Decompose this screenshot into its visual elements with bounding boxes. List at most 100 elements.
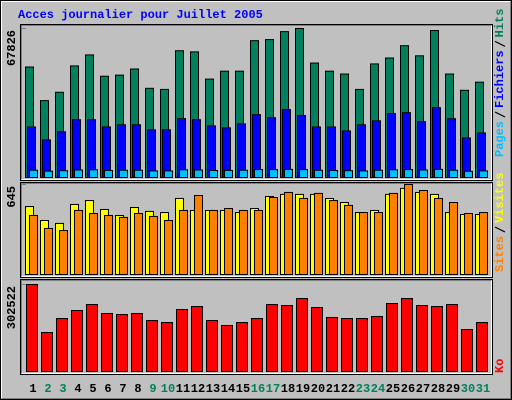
bar xyxy=(207,125,216,178)
bar xyxy=(194,169,203,178)
bar xyxy=(254,209,263,275)
bar xyxy=(371,315,383,372)
bar xyxy=(402,112,411,178)
x-tick-label: 18 xyxy=(281,382,295,396)
x-tick-label: 10 xyxy=(161,382,175,396)
legend-label: Visites xyxy=(493,173,507,223)
bar xyxy=(314,192,323,276)
bar xyxy=(179,169,188,178)
bar xyxy=(359,212,368,275)
bar xyxy=(374,212,383,275)
bar xyxy=(89,213,98,275)
bar xyxy=(72,119,81,178)
bar xyxy=(209,169,218,178)
x-tick-label: 8 xyxy=(134,382,141,396)
bar xyxy=(149,215,158,276)
bar xyxy=(389,169,398,178)
x-tick-label: 1 xyxy=(29,382,36,396)
bar xyxy=(329,169,338,178)
bar xyxy=(162,129,171,178)
bar xyxy=(206,320,218,372)
bar xyxy=(146,320,158,372)
bar xyxy=(59,230,68,275)
x-tick-label: 21 xyxy=(326,382,340,396)
x-tick-label: 9 xyxy=(149,382,156,396)
x-tick-label: 20 xyxy=(311,382,325,396)
x-tick-label: 3 xyxy=(59,382,66,396)
bar xyxy=(44,170,53,179)
bar xyxy=(119,169,128,178)
bar xyxy=(266,304,278,372)
x-tick-label: 26 xyxy=(401,382,415,396)
bar xyxy=(267,117,276,178)
bar xyxy=(314,169,323,178)
bar xyxy=(372,120,381,178)
bar xyxy=(239,169,248,178)
bar xyxy=(236,321,248,373)
bar xyxy=(386,303,398,373)
legend: Pages Fichiers Hits xyxy=(493,9,507,157)
y-tick-label: 645 xyxy=(5,186,19,208)
x-tick-label: 5 xyxy=(89,382,96,396)
bar xyxy=(56,317,68,372)
legend-label: Hits xyxy=(493,9,507,38)
x-tick-label: 7 xyxy=(119,382,126,396)
bar xyxy=(404,184,413,275)
panel-bevel-dark xyxy=(21,280,492,374)
bar xyxy=(449,202,458,275)
x-tick-label: 6 xyxy=(104,382,111,396)
legend-label: Pages xyxy=(493,121,507,157)
legend-label: Sites xyxy=(493,236,507,272)
bar xyxy=(404,169,413,178)
panel-bevel-light xyxy=(21,280,492,374)
bar xyxy=(131,312,143,372)
x-tick-label: 17 xyxy=(266,382,280,396)
bar xyxy=(87,119,96,178)
bar xyxy=(284,168,293,178)
bar xyxy=(161,321,173,373)
bar xyxy=(192,119,201,178)
bar xyxy=(311,307,323,372)
bar xyxy=(356,317,368,372)
x-tick-label: 12 xyxy=(191,382,205,396)
legend-separator xyxy=(494,111,506,118)
bar xyxy=(281,305,293,372)
bar xyxy=(104,169,113,178)
x-tick-label: 4 xyxy=(74,382,81,396)
bar xyxy=(417,121,426,178)
bar xyxy=(224,169,233,178)
legend: Ko xyxy=(493,359,507,373)
bar xyxy=(357,124,366,178)
bar xyxy=(446,304,458,372)
bar xyxy=(251,317,263,372)
bar xyxy=(117,124,126,178)
bar xyxy=(479,170,488,178)
legend-label: Fichiers xyxy=(493,50,507,108)
bar xyxy=(431,306,443,372)
bar xyxy=(464,170,473,179)
x-tick-label: 29 xyxy=(446,382,460,396)
bar xyxy=(269,169,278,178)
bar xyxy=(434,168,443,178)
bar xyxy=(269,196,278,275)
bar xyxy=(297,115,306,179)
bar xyxy=(387,113,396,178)
x-tick-label: 14 xyxy=(221,382,235,396)
bar xyxy=(29,169,38,178)
bar xyxy=(134,169,143,178)
panel-bevel-dark xyxy=(21,25,492,180)
bar xyxy=(116,314,128,372)
bar xyxy=(416,305,428,372)
bar xyxy=(461,329,473,372)
bar xyxy=(252,114,261,178)
bar xyxy=(86,304,98,372)
y-tick-label: 67826 xyxy=(5,30,19,66)
bar xyxy=(44,227,53,276)
bar xyxy=(344,204,353,276)
bar xyxy=(449,169,458,178)
bar xyxy=(191,306,203,372)
bar xyxy=(164,220,173,275)
bar xyxy=(296,298,308,373)
